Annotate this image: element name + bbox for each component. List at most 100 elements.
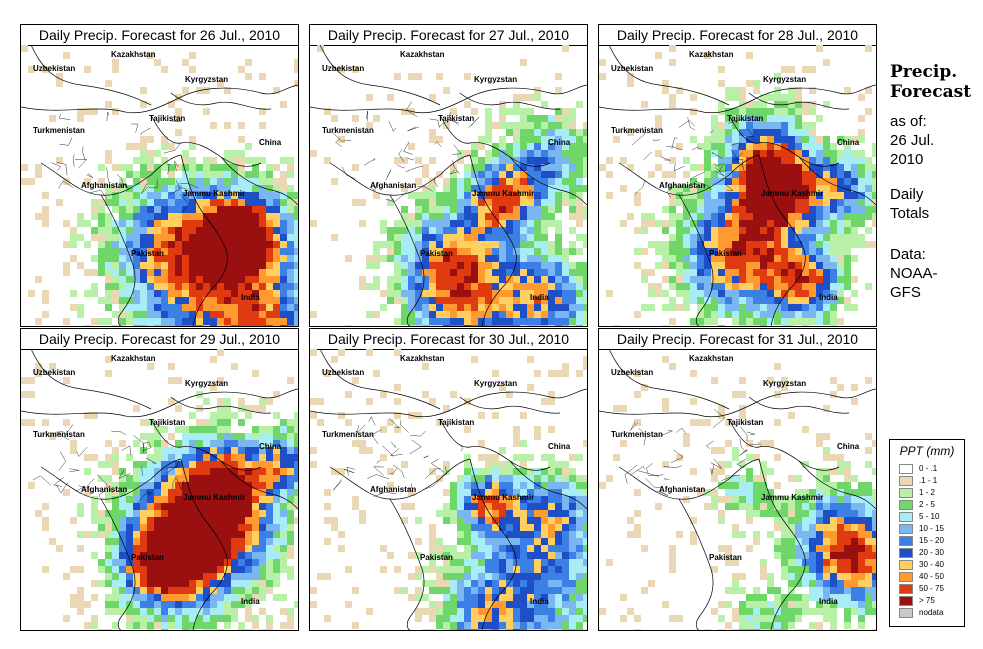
precip-cell xyxy=(641,227,648,234)
precip-cell xyxy=(91,234,98,241)
precip-cell xyxy=(140,87,147,94)
precip-cell xyxy=(471,143,478,150)
precip-cell xyxy=(851,489,858,496)
precip-cell xyxy=(422,391,429,398)
precip-cell xyxy=(203,608,210,615)
precip-cell xyxy=(203,199,210,206)
precip-cell xyxy=(238,255,245,262)
precip-cell xyxy=(562,136,569,143)
precip-cell xyxy=(872,164,876,171)
precip-cell xyxy=(450,255,457,262)
precip-cell xyxy=(259,398,266,405)
precip-cell xyxy=(133,545,140,552)
precip-cell xyxy=(252,475,259,482)
precip-cell xyxy=(513,531,520,538)
precip-cell xyxy=(527,241,534,248)
precip-cell xyxy=(513,276,520,283)
precip-cell xyxy=(576,454,583,461)
precip-cell xyxy=(133,262,140,269)
precip-cell xyxy=(576,234,583,241)
precip-cell xyxy=(217,524,224,531)
precip-cell xyxy=(641,101,648,108)
precip-cell xyxy=(457,290,464,297)
precip-cell xyxy=(210,185,217,192)
precip-cell xyxy=(168,199,175,206)
precip-cell xyxy=(245,143,252,150)
precip-cell xyxy=(655,283,662,290)
precip-cell xyxy=(464,234,471,241)
precip-cell xyxy=(238,311,245,318)
precip-cell xyxy=(718,461,725,468)
precip-cell xyxy=(294,440,298,447)
precip-cell xyxy=(655,220,662,227)
precip-cell xyxy=(781,115,788,122)
country-label-turkmenistan: Turkmenistan xyxy=(322,430,374,439)
precip-cell xyxy=(471,531,478,538)
precip-cell xyxy=(394,157,401,164)
precip-cell xyxy=(746,297,753,304)
precip-cell xyxy=(492,227,499,234)
precip-cell xyxy=(408,262,415,269)
precip-cell xyxy=(245,573,252,580)
precip-cell xyxy=(704,199,711,206)
precip-cell xyxy=(471,311,478,318)
precip-cell xyxy=(217,587,224,594)
precip-cell xyxy=(823,248,830,255)
precip-cell xyxy=(231,461,238,468)
precip-cell xyxy=(548,115,555,122)
precip-cell xyxy=(478,234,485,241)
precip-cell xyxy=(753,594,760,601)
precip-cell xyxy=(725,87,732,94)
precip-cell xyxy=(704,290,711,297)
precip-cell xyxy=(471,234,478,241)
precip-cell xyxy=(133,524,140,531)
precip-cell xyxy=(189,171,196,178)
precip-cell xyxy=(203,580,210,587)
precip-cell xyxy=(203,538,210,545)
precip-cell xyxy=(676,199,683,206)
precip-map: UzbekistanKazakhstanKyrgyzstanTajikistan… xyxy=(21,349,298,630)
precip-cell xyxy=(464,594,471,601)
precip-cell xyxy=(725,143,732,150)
precip-cell xyxy=(492,601,499,608)
precip-cell xyxy=(189,566,196,573)
precip-cell xyxy=(520,489,527,496)
precip-cell xyxy=(147,52,154,59)
precip-cell xyxy=(105,227,112,234)
precip-cell xyxy=(781,150,788,157)
precip-cell xyxy=(168,545,175,552)
precip-cell xyxy=(175,129,182,136)
precip-cell xyxy=(245,447,252,454)
precip-cell xyxy=(851,629,858,630)
precip-cell xyxy=(189,213,196,220)
precip-cell xyxy=(70,227,77,234)
precip-cell xyxy=(147,517,154,524)
precip-cell xyxy=(683,206,690,213)
precip-cell xyxy=(210,559,217,566)
precip-cell xyxy=(669,318,676,325)
precip-cell xyxy=(429,608,436,615)
precip-cell xyxy=(485,150,492,157)
precip-cell xyxy=(767,276,774,283)
country-label-afghanistan: Afghanistan xyxy=(370,485,416,494)
precip-cell xyxy=(429,248,436,255)
precip-cell xyxy=(788,255,795,262)
precip-cell xyxy=(310,447,317,454)
precip-cell xyxy=(287,311,294,318)
precip-cell xyxy=(795,290,802,297)
precip-cell xyxy=(704,304,711,311)
precip-cell xyxy=(119,283,126,290)
precip-cell xyxy=(464,171,471,178)
precip-cell xyxy=(746,248,753,255)
precip-cell xyxy=(506,227,513,234)
precip-cell xyxy=(203,108,210,115)
precip-cell xyxy=(294,412,298,419)
precip-cell xyxy=(541,213,548,220)
precip-cell xyxy=(224,566,231,573)
precip-cell xyxy=(422,248,429,255)
precip-cell xyxy=(527,290,534,297)
precip-cell xyxy=(795,496,802,503)
precip-cell xyxy=(161,566,168,573)
precip-cell xyxy=(499,206,506,213)
sidebar-title-line2: Forecast xyxy=(890,82,972,102)
